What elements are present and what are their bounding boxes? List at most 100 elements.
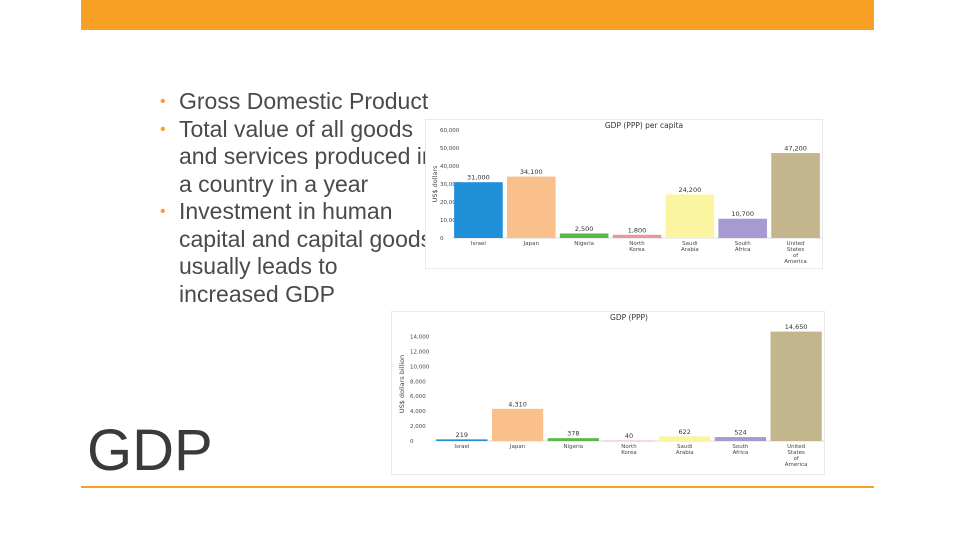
top-accent-bar	[81, 0, 874, 30]
bar	[547, 438, 599, 441]
x-category-label-line: United	[787, 444, 805, 450]
x-category-label: South Africa	[735, 241, 751, 253]
bullet-item: • Investment in human capital and capital…	[160, 198, 440, 308]
chart-title: GDP (PPP) per capita	[605, 121, 683, 130]
bar-data-label: 4,310	[508, 400, 527, 408]
bar	[559, 233, 609, 238]
x-category-label-line: Nigeria	[574, 241, 594, 247]
y-tick-label: 50,000	[440, 146, 460, 152]
x-category-label-line: Japan	[509, 444, 526, 450]
bullet-item: • Total value of all goods and services p…	[160, 116, 440, 199]
x-category-label: North Korea	[629, 241, 645, 253]
x-category-label: Japan	[509, 444, 526, 450]
x-category-label-line: States	[787, 450, 805, 456]
bar	[770, 331, 822, 441]
bullet-text: Total value of all goods and services pr…	[179, 115, 435, 197]
x-category-label-line: Saudi	[677, 444, 693, 450]
x-category-label-line: Africa	[735, 247, 751, 253]
bar-data-label: 2,500	[575, 225, 594, 233]
bar-data-label: 1,800	[628, 226, 647, 234]
x-category-label-line: States	[787, 247, 805, 253]
x-category-label-line: of	[793, 456, 799, 462]
y-tick-label: 20,000	[440, 200, 460, 206]
bar-data-label: 40	[625, 432, 633, 440]
bar-data-label: 10,700	[731, 210, 754, 218]
x-category-label-line: Nigeria	[563, 444, 583, 450]
bar-data-label: 14,650	[785, 323, 808, 331]
x-category-label: Israel	[471, 241, 487, 247]
y-tick-label: 10,000	[410, 364, 430, 370]
bar	[659, 436, 711, 441]
bar-data-label: 524	[734, 429, 746, 437]
bar	[771, 153, 820, 238]
bullet-dot: •	[160, 120, 166, 138]
x-category-label-line: America	[785, 462, 808, 468]
x-category-label-line: North	[621, 444, 637, 450]
bar-data-label: 47,200	[784, 145, 807, 153]
bar	[491, 408, 544, 441]
bar	[603, 440, 655, 442]
bullet-item: • Gross Domestic Product	[160, 88, 440, 116]
x-category-label-line: South	[735, 241, 751, 247]
x-category-label: Nigeria	[574, 241, 594, 247]
y-tick-label: 10,000	[440, 218, 460, 224]
y-tick-label: 8,000	[410, 379, 426, 385]
x-category-label-line: Korea	[629, 247, 645, 253]
y-tick-label: 0	[440, 236, 444, 242]
bullet-list: • Gross Domestic Product • Total value of …	[160, 88, 440, 308]
x-category-label-line: Israel	[454, 444, 470, 450]
bullet-dot: •	[160, 203, 166, 220]
chart-title: GDP (PPP)	[610, 313, 648, 322]
x-category-label: South Africa	[732, 444, 748, 456]
x-category-label-line: North	[629, 241, 645, 247]
bar-data-label: 34,100	[520, 168, 543, 176]
bullet-dot: •	[160, 93, 166, 110]
x-category-label-line: America	[784, 259, 807, 265]
y-tick-label: 14,000	[410, 334, 430, 340]
y-tick-label: 2,000	[410, 424, 426, 430]
bar	[718, 218, 768, 238]
y-tick-label: 40,000	[440, 164, 460, 170]
bar-data-label: 378	[567, 430, 579, 438]
x-category-label-line: United	[787, 241, 805, 247]
x-category-label: North Korea	[621, 444, 637, 456]
bar-data-label: 622	[679, 428, 691, 436]
x-category-label: Israel	[454, 444, 470, 450]
gdp-per-capita-chart-svg: GDP (PPP) per capita US$ dollars 0 10,000 20…	[431, 121, 822, 265]
y-tick-label: 4,000	[410, 409, 426, 415]
bullet-text: Investment in human capital and capital …	[179, 198, 433, 307]
y-axis-label: US$ dollars	[431, 165, 439, 202]
y-tick-label: 12,000	[410, 349, 430, 355]
gdp-total-chart-svg: GDP (PPP) US$ dollars billion 0 2,000 4,000 6…	[398, 313, 824, 468]
y-tick-label: 0	[410, 439, 414, 445]
bar	[506, 176, 556, 238]
x-category-label: United States of America	[784, 241, 807, 265]
x-category-label-line: Saudi	[682, 241, 698, 247]
bar-data-label: 31,000	[467, 174, 490, 182]
bar	[454, 182, 503, 238]
x-category-label-line: Korea	[621, 450, 637, 456]
bar	[714, 437, 767, 441]
gdp-total-chart: GDP (PPP) US$ dollars billion 0 2,000 4,000 6…	[392, 312, 824, 474]
x-category-label: Nigeria	[563, 444, 583, 450]
y-tick-label: 30,000	[440, 182, 460, 188]
x-category-label-line: Israel	[471, 241, 487, 247]
bottom-accent-rule	[81, 486, 874, 488]
x-category-label: Saudi Arabia	[676, 444, 694, 456]
bar	[612, 234, 662, 238]
slide-title: GDP	[87, 418, 213, 483]
bullet-text: Gross Domestic Product	[179, 88, 429, 114]
bar	[436, 439, 488, 441]
x-category-label-line: Africa	[733, 450, 749, 456]
x-category-label: Saudi Arabia	[681, 241, 699, 253]
gdp-per-capita-chart: GDP (PPP) per capita US$ dollars 0 10,000 20…	[426, 120, 822, 268]
x-category-label-line: of	[793, 253, 799, 259]
x-category-label: Japan	[523, 241, 540, 247]
y-tick-label: 6,000	[410, 394, 426, 400]
bar-data-label: 24,200	[678, 186, 701, 194]
y-axis-label: US$ dollars billion	[398, 355, 406, 413]
x-category-label-line: Arabia	[681, 247, 699, 253]
x-category-label-line: South	[732, 444, 748, 450]
bar	[665, 194, 715, 238]
x-category-label-line: Arabia	[676, 450, 694, 456]
